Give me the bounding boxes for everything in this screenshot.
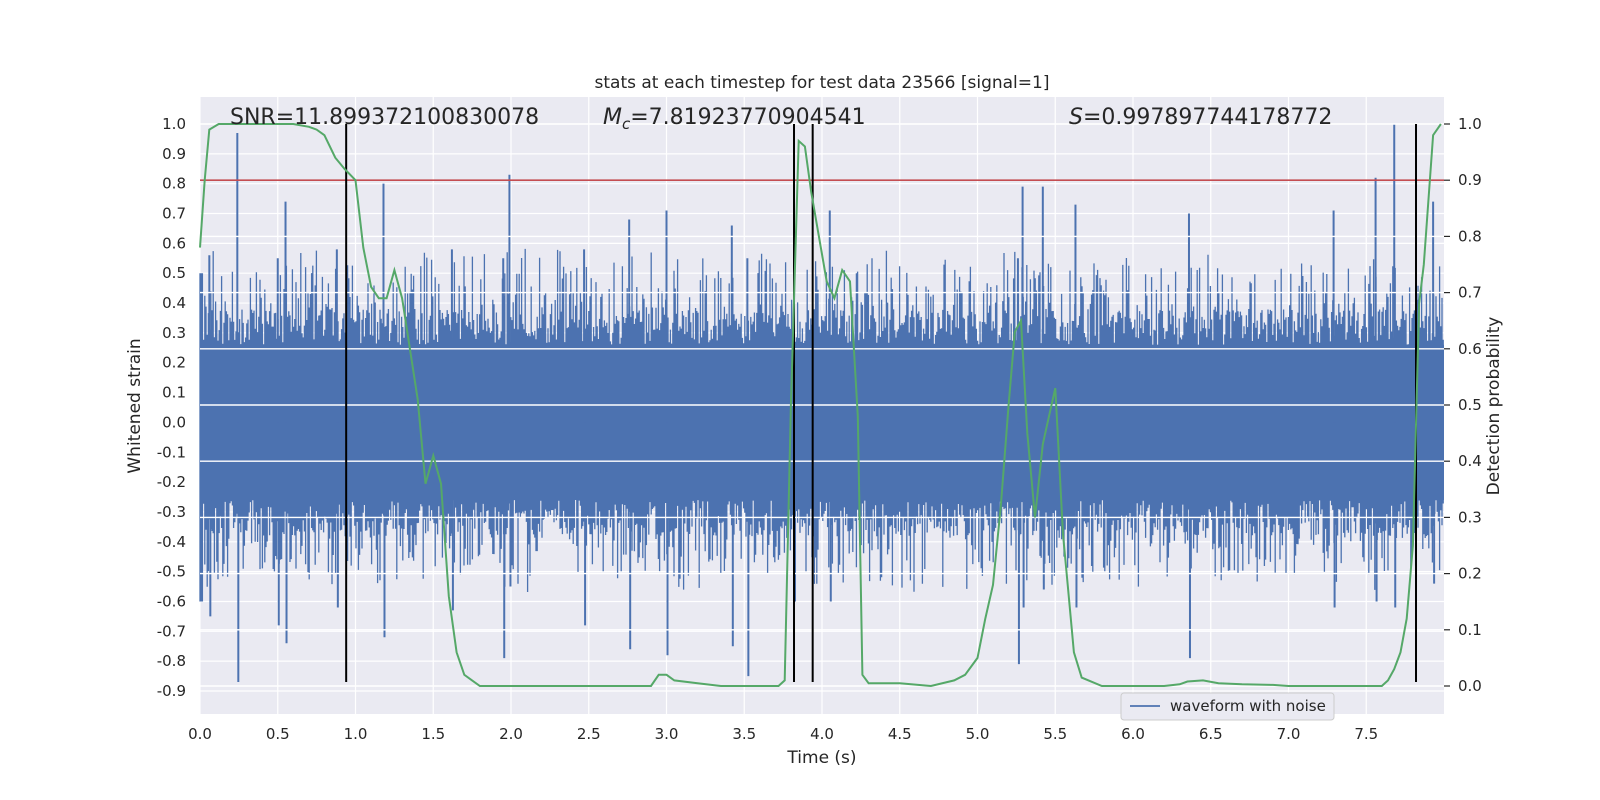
y2-tick-label: 0.4 [1458, 452, 1482, 470]
x-tick-label: 4.5 [888, 725, 912, 743]
y-tick-label: 0.3 [162, 324, 186, 342]
detection-markers [345, 124, 1418, 683]
x-tick-label: 1.5 [421, 725, 445, 743]
y-tick-label: 1.0 [162, 115, 186, 133]
y2-tick-label: 0.7 [1458, 284, 1482, 302]
y-tick-label: 0.9 [162, 145, 186, 163]
y-tick-label: -0.7 [157, 622, 186, 640]
x-tick-label: 6.5 [1199, 725, 1223, 743]
y-tick-label: 0.6 [162, 234, 186, 252]
y-tick-label: 0.2 [162, 354, 186, 372]
y-tick-label: -0.2 [157, 473, 186, 491]
y-tick-label: 0.5 [162, 264, 186, 282]
detection-probability-series [199, 123, 1442, 688]
y2-tick-label: 0.1 [1458, 621, 1482, 639]
y-tick-label: -0.5 [157, 563, 186, 581]
legend: waveform with noise [1120, 692, 1335, 721]
x-tick-label: 6.0 [1121, 725, 1145, 743]
y-tick-label: 0.8 [162, 175, 186, 193]
y2-tick-label: 0.8 [1458, 227, 1482, 245]
y2-tick-label: 0.6 [1458, 340, 1482, 358]
chirp-mass-annotation: Mc=7.81923770904541 [603, 105, 866, 133]
waveform-with-noise-series [199, 248, 1444, 602]
chirp-mass-subscript: c [622, 115, 631, 133]
x-tick-label: 5.0 [966, 725, 990, 743]
y-tick-label: -0.6 [157, 592, 186, 610]
y-axis-label: Whitened strain [125, 338, 145, 473]
x-tick-label: 7.0 [1277, 725, 1301, 743]
y2-tick-label: 0.3 [1458, 508, 1482, 526]
s-symbol: S [1069, 105, 1083, 130]
y2-tick-label: 1.0 [1458, 115, 1482, 133]
y2-tick-label: 0.5 [1458, 396, 1482, 414]
y-tick-label: -0.3 [157, 503, 186, 521]
y-tick-label: 0.7 [162, 205, 186, 223]
y2-axis-label: Detection probability [1484, 317, 1504, 496]
x-axis-ticks: 0.0 0.5 1.0 1.5 2.0 2.5 3.0 3.5 4.0 4.5 5.0 5.5 6.0 6… [188, 725, 1378, 743]
chirp-mass-symbol: M [603, 105, 622, 130]
y-axis-ticks: 1.0 0.9 0.8 0.7 0.6 0.5 0.4 0.3 0.2 0.1 0.0 -0.1 -0.… [157, 115, 186, 700]
y-tick-label: -0.1 [157, 443, 186, 461]
chirp-mass-value: =7.81923770904541 [630, 105, 865, 130]
y-tick-label: -0.8 [157, 652, 186, 670]
s-value: =0.997897744178772 [1083, 105, 1332, 130]
x-tick-label: 1.0 [344, 725, 368, 743]
s-annotation: S=0.997897744178772 [1069, 105, 1332, 130]
x-tick-label: 2.5 [577, 725, 601, 743]
x-axis-label: Time (s) [786, 748, 856, 768]
x-tick-label: 3.0 [655, 725, 679, 743]
x-tick-label: 2.0 [499, 725, 523, 743]
y-tick-label: -0.4 [157, 533, 186, 551]
x-tick-label: 3.5 [732, 725, 756, 743]
x-tick-label: 0.5 [266, 725, 290, 743]
y2-axis-ticks: 1.0 0.9 0.8 0.7 0.6 0.5 0.4 0.3 0.2 0.1 0.0 [1444, 115, 1482, 695]
y2-tick-label: 0.0 [1458, 677, 1482, 695]
y2-tick-label: 0.9 [1458, 171, 1482, 189]
x-tick-label: 0.0 [188, 725, 212, 743]
x-tick-label: 7.5 [1354, 725, 1378, 743]
probability-line [199, 123, 1442, 688]
snr-annotation: SNR=11.899372100830078 [230, 105, 539, 130]
y-tick-label: 0.0 [162, 413, 186, 431]
y-tick-label: -0.9 [157, 682, 186, 700]
waveform-core [200, 344, 1444, 501]
x-tick-label: 4.0 [810, 725, 834, 743]
legend-label: waveform with noise [1170, 697, 1326, 715]
y-tick-label: 0.4 [162, 294, 186, 312]
chart-title: stats at each timestep for test data 235… [595, 73, 1050, 93]
y-tick-label: 0.1 [162, 384, 186, 402]
legend-box [1120, 692, 1335, 721]
y2-tick-label: 0.2 [1458, 565, 1482, 583]
x-tick-label: 5.5 [1043, 725, 1067, 743]
